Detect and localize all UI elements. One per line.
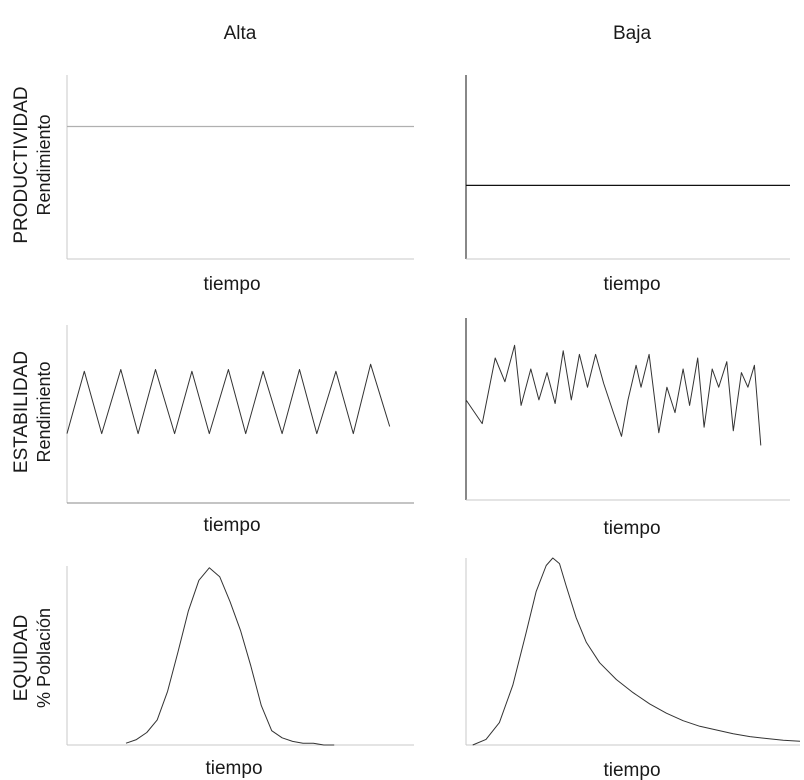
column-title-alta: Alta <box>224 23 257 44</box>
series-line-equidad-alta <box>125 567 335 746</box>
xlabel-equidad-baja: tiempo <box>603 760 660 780</box>
row-subtitle-equidad: % Población <box>34 608 54 708</box>
xlabel-equidad-alta: tiempo <box>205 758 262 779</box>
series-line-estabilidad-alta <box>66 363 391 435</box>
series-line-estabilidad-baja <box>465 344 762 446</box>
row-subtitle-productividad: Rendimiento <box>34 114 54 215</box>
row-title-equidad: EQUIDAD <box>11 615 32 702</box>
xlabel-estabilidad-alta: tiempo <box>203 515 260 536</box>
xlabel-estabilidad-baja: tiempo <box>603 518 660 539</box>
column-title-baja: Baja <box>613 23 651 44</box>
row-title-productividad: PRODUCTIVIDAD <box>11 86 32 243</box>
row-subtitle-estabilidad: Rendimiento <box>34 361 54 462</box>
row-title-estabilidad: ESTABILIDAD <box>11 351 32 473</box>
xlabel-productividad-baja: tiempo <box>603 274 660 295</box>
xlabel-productividad-alta: tiempo <box>203 274 260 295</box>
series-line-equidad-baja <box>472 557 801 746</box>
